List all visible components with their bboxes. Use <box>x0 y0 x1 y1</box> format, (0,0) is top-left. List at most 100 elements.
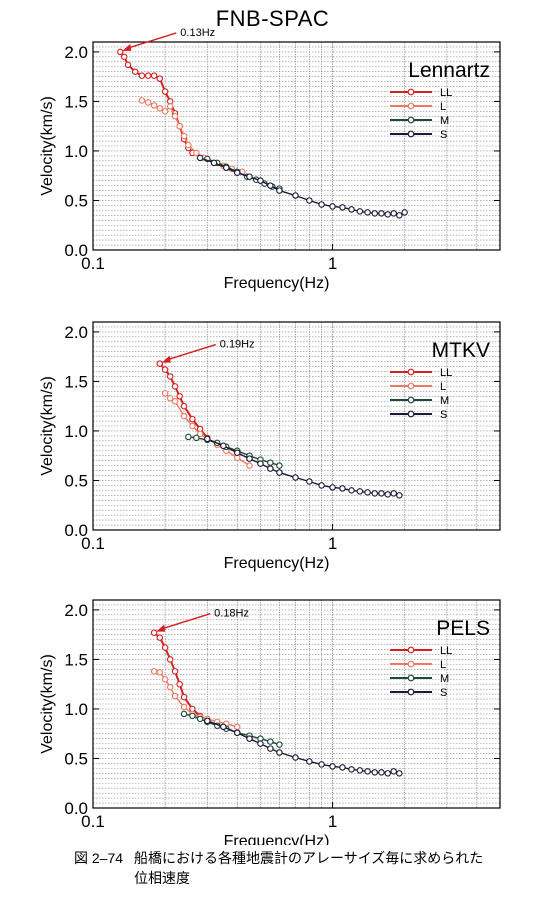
series-line-M <box>188 436 280 467</box>
plot-frame <box>92 321 501 531</box>
y-tick-label: 1.5 <box>64 372 88 391</box>
data-point-S <box>396 770 403 777</box>
data-point-M <box>276 741 283 748</box>
annotation-label: 0.18Hz <box>214 608 249 620</box>
data-point-M <box>196 715 204 723</box>
data-point-L <box>150 668 158 675</box>
data-point-L <box>156 669 164 676</box>
x-axis-label: Frequency(Hz) <box>224 555 330 572</box>
data-point-S <box>318 482 325 489</box>
data-point-S <box>384 211 392 218</box>
data-point-S <box>396 492 403 499</box>
data-point-LL <box>161 366 169 373</box>
annotation-label: 0.19Hz <box>220 339 255 351</box>
y-tick-label: 0.5 <box>64 749 88 768</box>
data-point-LL <box>150 72 158 79</box>
caption-number: 図 2–74 <box>74 850 124 866</box>
data-point-L <box>161 675 169 683</box>
data-point-LL <box>156 634 164 641</box>
y-tick-label: 2.0 <box>64 323 88 342</box>
legend-marker-S <box>407 410 415 418</box>
data-point-S <box>384 491 392 498</box>
legend-marker-L <box>407 102 415 110</box>
data-point-LL <box>176 393 183 400</box>
data-point-L <box>233 723 241 731</box>
data-point-L <box>156 105 164 112</box>
legend-label-L: L <box>440 381 446 393</box>
data-point-S <box>378 210 385 217</box>
data-point-S <box>318 201 325 208</box>
data-point-LL <box>189 415 196 423</box>
annotation-arrow-line <box>125 32 177 50</box>
legend-marker-LL <box>407 368 415 376</box>
charts-canvas: 0.0 0.5 1.0 1.5 2.0 0.1 1 Frequency(Hz) Velocity… <box>39 27 501 845</box>
data-point-S <box>401 209 408 216</box>
data-point-S <box>378 490 385 497</box>
data-point-S <box>348 487 355 494</box>
data-point-LL <box>156 360 164 367</box>
y-axis-label: Velocity(km/s) <box>39 376 56 476</box>
figure-title: FNB-SPAC <box>215 6 330 31</box>
panel-title: PELS <box>436 617 490 640</box>
data-point-S <box>204 435 211 443</box>
data-point-L <box>189 422 196 430</box>
data-point-M <box>180 710 188 718</box>
data-point-S <box>390 490 397 497</box>
legend-marker-LL <box>407 646 415 654</box>
data-point-L <box>193 149 200 157</box>
legend-marker-M <box>407 116 415 124</box>
data-point-L <box>171 397 179 405</box>
data-point-L <box>176 122 183 130</box>
y-tick-label: 0.0 <box>64 799 88 818</box>
legend-label-S: S <box>440 687 447 699</box>
legend-label-M: M <box>440 673 449 685</box>
data-point-LL <box>120 53 128 61</box>
data-point-LL <box>166 656 174 663</box>
data-point-S <box>364 768 371 775</box>
data-point-L <box>150 102 158 109</box>
legend-marker-L <box>407 382 415 390</box>
data-point-M <box>193 434 200 442</box>
data-point-L <box>166 395 174 402</box>
data-point-S <box>204 717 211 725</box>
legend-label-L: L <box>440 659 446 671</box>
data-point-S <box>220 442 227 450</box>
data-point-S <box>356 208 364 215</box>
data-point-S <box>390 768 397 775</box>
legend-marker-LL <box>407 88 415 96</box>
data-point-M <box>267 738 274 745</box>
data-point-S <box>257 177 264 184</box>
legend-label-S: S <box>440 409 447 421</box>
annotation-arrow-line <box>164 343 216 362</box>
figure-caption: 図 2–74 船橋における各種地震計のアレーサイズ毎に求められた 位相速度 <box>74 848 483 888</box>
annotation-arrowhead <box>156 624 166 632</box>
data-point-S <box>306 758 313 765</box>
panel-title: Lennartz <box>408 59 490 82</box>
data-point-S <box>378 769 385 776</box>
data-point-S <box>233 169 241 176</box>
data-point-S <box>371 210 378 217</box>
data-point-S <box>364 489 371 496</box>
legend-marker-L <box>407 660 415 668</box>
data-point-S <box>276 469 283 476</box>
y-tick-label: 2.0 <box>64 601 88 620</box>
data-point-LL <box>180 402 188 410</box>
data-point-LL <box>117 48 124 56</box>
y-tick-label: 0.5 <box>64 471 88 490</box>
data-point-LL <box>144 72 152 79</box>
data-point-S <box>390 210 397 217</box>
legend-label-M: M <box>440 395 449 407</box>
data-point-S <box>329 203 336 210</box>
data-point-S <box>196 154 204 162</box>
data-point-L <box>166 683 174 691</box>
data-point-S <box>348 206 355 213</box>
y-tick-label: 1.0 <box>64 142 88 161</box>
data-point-S <box>246 173 253 180</box>
data-point-L <box>171 692 179 700</box>
data-point-S <box>257 460 264 467</box>
y-axis-label: Velocity(km/s) <box>39 96 56 196</box>
data-point-L <box>138 97 146 104</box>
y-tick-label: 1.5 <box>64 92 88 111</box>
legend-label-LL: LL <box>440 645 452 657</box>
x-tick-label: 0.1 <box>81 812 105 831</box>
